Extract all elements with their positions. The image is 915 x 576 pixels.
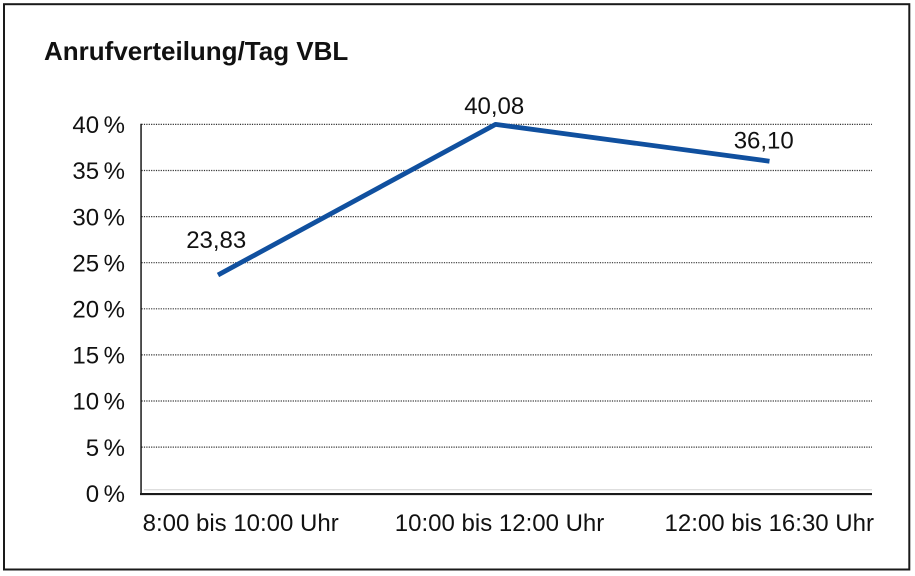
- svg-text:12:00 bis 16:30 Uhr: 12:00 bis 16:30 Uhr: [665, 510, 874, 537]
- svg-text:23,83: 23,83: [186, 227, 246, 254]
- svg-text:10%: 10%: [72, 389, 125, 416]
- svg-text:40%: 40%: [72, 112, 125, 139]
- svg-text:40,08: 40,08: [464, 93, 524, 120]
- svg-text:10:00 bis 12:00 Uhr: 10:00 bis 12:00 Uhr: [395, 510, 604, 537]
- svg-text:36,10: 36,10: [734, 127, 794, 154]
- svg-text:Anrufverteilung/Tag VBL: Anrufverteilung/Tag VBL: [44, 36, 348, 66]
- svg-text:8:00 bis 10:00 Uhr: 8:00 bis 10:00 Uhr: [143, 510, 339, 537]
- svg-text:0%: 0%: [86, 481, 125, 508]
- svg-text:35%: 35%: [72, 158, 125, 185]
- svg-text:5%: 5%: [86, 435, 125, 462]
- svg-text:30%: 30%: [72, 204, 125, 231]
- svg-text:20%: 20%: [72, 297, 125, 324]
- svg-text:15%: 15%: [72, 343, 125, 370]
- svg-text:25%: 25%: [72, 250, 125, 277]
